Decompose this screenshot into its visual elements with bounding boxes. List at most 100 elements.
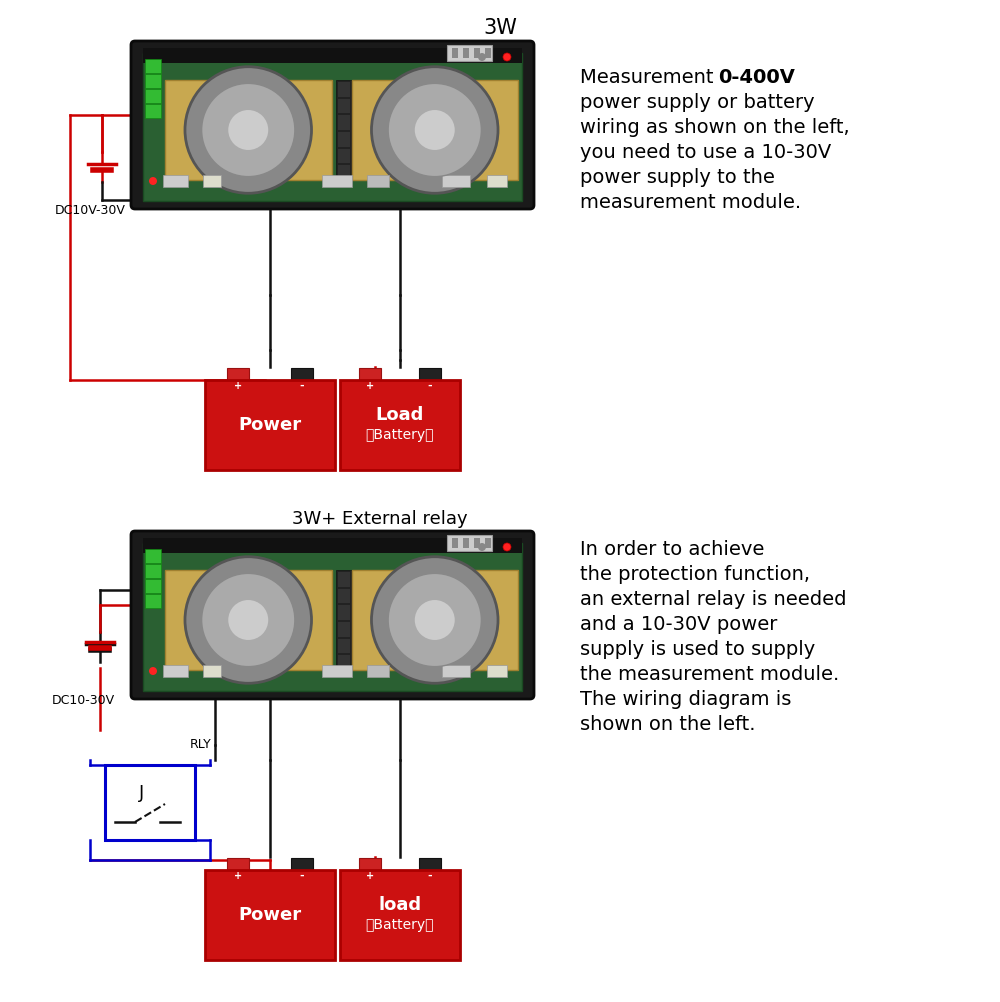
Circle shape xyxy=(185,67,312,193)
Text: -: - xyxy=(428,871,432,881)
Circle shape xyxy=(202,83,295,176)
Bar xyxy=(203,175,221,187)
Text: 0-400V: 0-400V xyxy=(718,68,795,87)
Bar xyxy=(338,148,350,163)
Bar xyxy=(227,858,249,870)
Circle shape xyxy=(228,600,268,640)
Circle shape xyxy=(228,110,268,150)
Bar xyxy=(338,115,350,130)
Text: VIN: VIN xyxy=(170,603,198,617)
Bar xyxy=(105,765,195,840)
Bar xyxy=(359,368,381,380)
Text: -: - xyxy=(300,871,304,881)
Bar xyxy=(227,368,249,380)
Circle shape xyxy=(503,543,511,551)
Circle shape xyxy=(185,557,312,683)
Bar xyxy=(367,175,389,187)
Text: （Battery）: （Battery） xyxy=(366,918,434,932)
Bar xyxy=(338,572,350,587)
Bar xyxy=(338,82,350,97)
Circle shape xyxy=(503,53,511,61)
Text: VIN: VIN xyxy=(170,118,198,132)
Circle shape xyxy=(415,600,455,640)
Bar xyxy=(447,535,492,551)
Bar xyxy=(474,538,480,548)
Bar xyxy=(338,655,350,669)
Text: -: - xyxy=(300,381,304,391)
Bar xyxy=(338,605,350,620)
Circle shape xyxy=(388,83,481,176)
Bar xyxy=(487,175,507,187)
Circle shape xyxy=(478,53,486,61)
FancyBboxPatch shape xyxy=(131,531,534,699)
Bar xyxy=(145,104,161,118)
Bar xyxy=(322,665,352,677)
Text: DC10-30V: DC10-30V xyxy=(52,693,115,706)
Bar xyxy=(165,80,332,179)
Text: （Battery）: （Battery） xyxy=(366,428,434,442)
Bar xyxy=(165,570,332,669)
Bar xyxy=(143,48,522,62)
Text: J: J xyxy=(139,784,145,802)
Text: Power: Power xyxy=(238,416,302,434)
Circle shape xyxy=(371,67,498,193)
Text: RLY: RLY xyxy=(190,738,212,752)
Text: +: + xyxy=(366,381,374,391)
Bar xyxy=(145,74,161,88)
Bar xyxy=(487,665,507,677)
Circle shape xyxy=(371,557,498,683)
Bar xyxy=(419,858,441,870)
Text: +: + xyxy=(366,871,374,881)
Text: 3W+ External relay: 3W+ External relay xyxy=(292,510,468,528)
FancyBboxPatch shape xyxy=(131,41,534,209)
Bar xyxy=(338,638,350,653)
Bar xyxy=(145,579,161,593)
Bar xyxy=(322,175,352,187)
Bar xyxy=(340,380,460,470)
Bar xyxy=(474,48,480,58)
Bar xyxy=(352,570,518,669)
Bar xyxy=(145,564,161,578)
Bar xyxy=(145,59,161,73)
Bar xyxy=(205,380,335,470)
Bar xyxy=(367,665,389,677)
Text: +: + xyxy=(234,871,242,881)
Text: DC10V-30V: DC10V-30V xyxy=(55,203,126,216)
Bar xyxy=(336,80,352,179)
Bar xyxy=(163,665,188,677)
Circle shape xyxy=(149,667,157,675)
Circle shape xyxy=(388,573,481,666)
Bar xyxy=(143,53,522,201)
Bar xyxy=(359,858,381,870)
Bar xyxy=(338,99,350,113)
Bar xyxy=(338,622,350,636)
Bar xyxy=(442,175,470,187)
Bar xyxy=(145,594,161,608)
Bar xyxy=(447,45,492,61)
Text: Measurement: Measurement xyxy=(580,68,726,87)
Text: In order to achieve
the protection function,
an external relay is needed
and a 1: In order to achieve the protection funct… xyxy=(580,540,846,734)
Bar xyxy=(419,368,441,380)
Text: +: + xyxy=(234,381,242,391)
Bar xyxy=(143,538,522,552)
Circle shape xyxy=(202,573,295,666)
Text: load: load xyxy=(378,896,422,914)
Bar xyxy=(485,538,491,548)
Text: power supply or battery
wiring as shown on the left,
you need to use a 10-30V
po: power supply or battery wiring as shown … xyxy=(580,68,850,212)
Bar xyxy=(338,165,350,179)
Text: -: - xyxy=(428,381,432,391)
Bar xyxy=(203,665,221,677)
Bar xyxy=(336,570,352,669)
Bar xyxy=(442,665,470,677)
Bar xyxy=(340,870,460,960)
Bar xyxy=(163,175,188,187)
Bar xyxy=(145,89,161,103)
Bar xyxy=(463,48,469,58)
Bar xyxy=(143,543,522,691)
Bar xyxy=(452,538,458,548)
Bar xyxy=(352,80,518,179)
Circle shape xyxy=(478,543,486,551)
Circle shape xyxy=(415,110,455,150)
Bar xyxy=(291,858,313,870)
Bar xyxy=(452,48,458,58)
